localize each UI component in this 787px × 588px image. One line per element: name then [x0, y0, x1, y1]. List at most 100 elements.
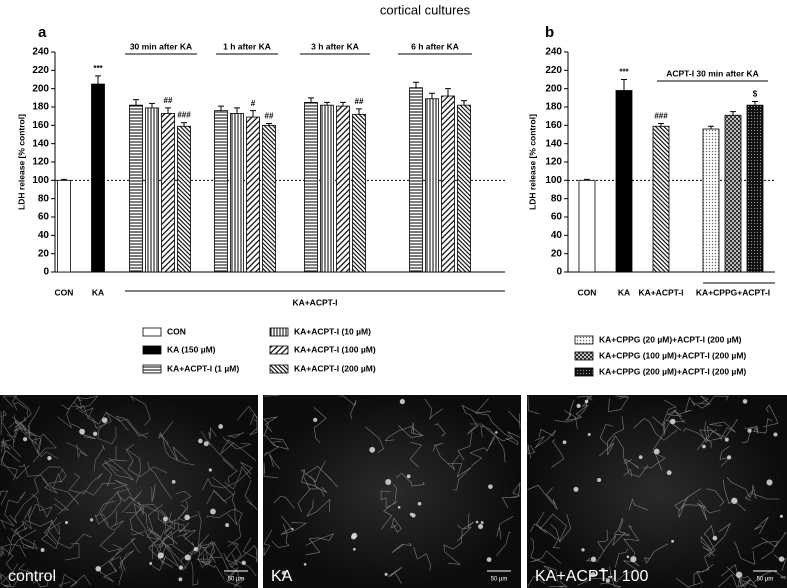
y-tick-label: 220 [545, 65, 562, 76]
cell-body [397, 506, 401, 509]
legend-swatch [574, 351, 594, 361]
cell-body [742, 399, 748, 404]
y-tick-label: 120 [32, 157, 49, 168]
significance-label: ## [164, 96, 173, 105]
bar [457, 104, 471, 273]
cell-body [157, 552, 164, 559]
y-tick-label: 220 [32, 65, 49, 76]
neurites [0, 395, 258, 588]
significance-label: ## [355, 97, 364, 106]
cell-body [101, 417, 108, 424]
y-axis-label: LDH release [% control] [527, 114, 537, 210]
cell-body [712, 535, 718, 541]
bar [336, 105, 350, 273]
cell-body [726, 455, 732, 460]
cell-body [766, 479, 773, 486]
error-bar [95, 75, 101, 85]
y-tick-label: 0 [43, 267, 49, 278]
bar [578, 179, 596, 273]
error-bar [133, 99, 139, 106]
error-bar [340, 101, 346, 107]
cell-body [584, 399, 589, 404]
group-heading: 1 h after KA [223, 41, 271, 51]
panel-label: b [545, 24, 554, 41]
y-tick-label: 60 [38, 212, 50, 223]
scale-label: 50 µm [757, 577, 774, 583]
cell-body [778, 556, 785, 562]
cell-body [281, 570, 287, 576]
cell-body [605, 578, 610, 583]
significance-label: ### [654, 112, 668, 121]
error-bar [658, 123, 664, 127]
y-tick-label: 80 [551, 193, 563, 204]
panel-label: a [38, 24, 47, 41]
error-bar [621, 79, 627, 91]
legend-label: KA+ACPT-I (1 µM) [167, 363, 239, 373]
cell-body [384, 572, 388, 576]
bar [230, 113, 244, 273]
error-bar [61, 178, 67, 181]
cell-body [576, 403, 581, 408]
cell-body [291, 527, 294, 531]
error-bar [752, 101, 758, 106]
cell-body [184, 554, 191, 561]
cell-body [773, 432, 778, 437]
cell-body [178, 577, 183, 582]
error-bar [266, 123, 272, 126]
cell-body [225, 523, 230, 528]
group-heading: 6 h after KA [411, 41, 459, 51]
bar [57, 179, 71, 273]
legend-label: KA+ACPT-I (200 µM) [294, 363, 376, 373]
group-heading: 30 min after KA [130, 41, 192, 51]
cell-body [562, 440, 567, 445]
cell-body [171, 480, 176, 484]
cell-body [385, 479, 392, 485]
cell-body [590, 572, 596, 577]
cell-body [241, 560, 246, 565]
y-axis-label: LDH release [% control] [16, 114, 26, 210]
cell-body [90, 518, 94, 522]
micrograph-label: KA+ACPT-I 100 [535, 568, 648, 585]
micrograph-label: control [8, 568, 56, 585]
cell-body [198, 438, 203, 444]
legend-label: KA+CPPG (200 µM)+ACPT-I (200 µM) [599, 366, 746, 376]
y-tick-label: 20 [551, 248, 563, 259]
cell-body [399, 398, 405, 405]
cell-body [480, 521, 484, 524]
bar [262, 124, 276, 273]
error-bar [324, 101, 330, 106]
charts: a LDH release [% control] 0 20 40 60 80 100 120 1… [16, 24, 775, 377]
micrograph: control 50 µm [0, 395, 258, 588]
neurites [262, 394, 522, 584]
significance-label: *** [93, 64, 103, 73]
legend-swatch [142, 364, 162, 374]
significance-label: ### [177, 111, 191, 120]
error-bar [165, 107, 171, 114]
cell-body [65, 521, 69, 525]
cell-body [47, 455, 52, 461]
y-tick-label: 200 [545, 83, 562, 94]
bar-chart: b LDH release [% control] 0 20 40 60 80 100 120 1… [527, 24, 775, 377]
legend-label: KA+ACPT-I (10 µM) [294, 326, 371, 336]
significance-label: # [251, 99, 256, 108]
cell-body [671, 539, 675, 543]
cell-body [92, 431, 98, 437]
error-bar [356, 108, 362, 115]
y-tick-label: 200 [32, 83, 49, 94]
cell-body [779, 514, 783, 518]
legend-label: KA+ACPT-I (100 µM) [294, 344, 376, 354]
cell-body [488, 484, 493, 489]
cell-body [702, 444, 706, 449]
cell-body [149, 562, 153, 565]
y-tick-label: 180 [545, 102, 562, 113]
cell-body [597, 477, 602, 483]
legend-swatch [269, 345, 289, 355]
cell-body [573, 486, 579, 492]
error-bar [708, 125, 714, 129]
cell-body [313, 417, 318, 422]
cell-body [486, 557, 492, 563]
cell-body [581, 548, 585, 552]
y-tick-label: 140 [545, 138, 562, 149]
micrograph-label: KA [271, 568, 293, 585]
bar [304, 102, 318, 273]
